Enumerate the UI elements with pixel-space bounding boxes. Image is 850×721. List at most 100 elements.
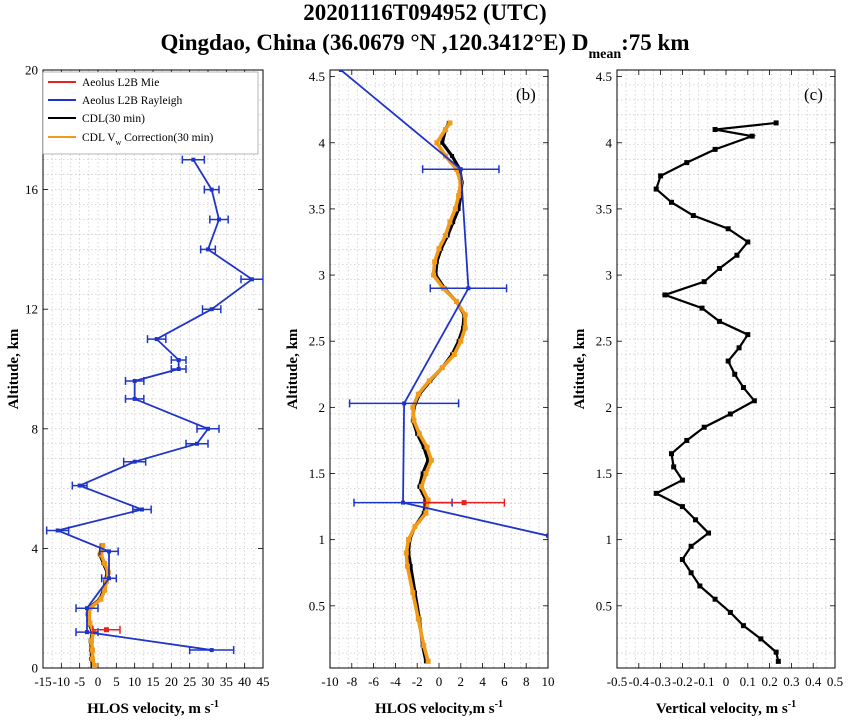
x-tick-label: 0.4 (805, 674, 822, 689)
point-cdl-correction (410, 404, 416, 410)
point-vertical-velocity (758, 636, 764, 642)
point-rayleigh (107, 549, 111, 554)
title-distance: :75 km (621, 30, 689, 55)
point-vertical-velocity (701, 424, 707, 430)
x-tick-label: 35 (220, 674, 233, 689)
x-tick-label: 25 (183, 674, 196, 689)
grid-lines (617, 70, 835, 668)
legend-corr-post: Correction(30 min) (121, 132, 213, 144)
y-tick-label: 3.5 (309, 201, 325, 216)
point-vertical-velocity (725, 226, 731, 232)
point-vertical-velocity (749, 133, 755, 139)
title-subscript: mean (588, 47, 621, 62)
point-vertical-velocity (669, 199, 674, 205)
point-vertical-velocity (699, 305, 705, 311)
point-cdl-correction (415, 616, 421, 622)
point-rayleigh (338, 70, 343, 72)
point-rayleigh (209, 187, 214, 192)
legend-corr-pre: CDL V (82, 132, 116, 144)
point-vertical-velocity (690, 213, 696, 219)
point-vertical-velocity (716, 265, 722, 271)
point-cdl-correction (458, 338, 464, 344)
x-tick-label: -0.5 (607, 674, 628, 689)
point-rayleigh (209, 648, 214, 653)
x-axis-label-text: HLOS velocity,m s (375, 701, 495, 717)
x-tick-label: 30 (202, 674, 215, 689)
legend-item-rayleigh: Aeolus L2B Rayleigh (48, 95, 183, 107)
point-cdl-correction (416, 431, 422, 437)
y-tick-label: 4 (32, 541, 39, 556)
point-vertical-velocity (669, 451, 674, 457)
x-tick-label: 8 (523, 674, 530, 689)
point-mie (103, 627, 109, 633)
figure-title-line1: 20201116T094952 (UTC) (303, 0, 546, 25)
point-vertical-velocity (732, 371, 738, 377)
point-rayleigh (402, 401, 407, 406)
x-tick-label: 5 (113, 674, 120, 689)
point-cdl-correction (423, 510, 429, 516)
plot-area (45, 155, 263, 668)
x-tick-label: 40 (238, 674, 251, 689)
x-tick-label: -8 (346, 674, 357, 689)
point-cdl (426, 458, 431, 463)
point-rayleigh (55, 528, 60, 533)
plot-area (653, 120, 781, 664)
point-vertical-velocity (684, 437, 690, 443)
x-tick-label: 0 (95, 674, 102, 689)
legend-item-cdl: CDL(30 min) (48, 113, 145, 125)
y-tick-label: 12 (25, 302, 38, 317)
x-tick-label: 0 (436, 674, 443, 689)
point-vertical-velocity (725, 358, 731, 364)
x-tick-label: -6 (368, 674, 379, 689)
legend-label-rayleigh: Aeolus L2B Rayleigh (82, 95, 183, 107)
point-cdl (421, 445, 426, 450)
y-tick-label: 2 (319, 400, 326, 415)
point-cdl-correction (425, 658, 431, 664)
point-cdl-correction (415, 391, 421, 397)
point-vertical-velocity (658, 173, 664, 179)
point-rayleigh (458, 167, 463, 172)
point-vertical-velocity (734, 252, 740, 258)
point-rayleigh (107, 576, 111, 581)
y-tick-label: 2.5 (596, 334, 612, 349)
y-tick-label: 16 (25, 182, 39, 197)
point-cdl-correction (98, 596, 104, 602)
y-tick-label: 0 (32, 661, 39, 676)
point-rayleigh (250, 277, 254, 282)
point-cdl (450, 153, 455, 158)
y-tick-label: 1 (606, 532, 613, 547)
series-line-rayleigh (340, 70, 548, 537)
y-tick-label: 4 (319, 135, 326, 150)
point-cdl-correction (87, 620, 93, 626)
x-tick-label: -0.1 (694, 674, 715, 689)
y-tick-label: 0.5 (309, 598, 325, 613)
point-rayleigh (195, 441, 199, 446)
point-cdl-correction (443, 232, 449, 238)
panel-label: (b) (516, 85, 536, 104)
point-cdl-correction (100, 542, 106, 548)
y-tick-label: 3 (319, 268, 326, 283)
point-vertical-velocity (773, 649, 779, 655)
y-tick-label: 4 (606, 135, 613, 150)
point-rayleigh (191, 157, 196, 162)
legend: Aeolus L2B Mie Aeolus L2B Rayleigh CDL(3… (42, 71, 259, 155)
point-cdl (440, 140, 445, 145)
series-line-cdl-correction (404, 121, 467, 662)
panel-label: (c) (804, 85, 823, 104)
point-vertical-velocity (697, 583, 703, 589)
point-cdl-correction (462, 312, 468, 318)
y-tick-label: 1 (319, 532, 326, 547)
point-rayleigh (85, 630, 89, 635)
point-vertical-velocity (712, 127, 718, 133)
point-vertical-velocity (688, 543, 694, 549)
plot-area (338, 70, 548, 664)
point-vertical-velocity (745, 332, 751, 338)
y-axis-label: Altitude, km (285, 328, 301, 409)
point-cdl-correction (424, 444, 430, 450)
point-vertical-velocity (688, 570, 694, 576)
point-cdl-correction (90, 656, 95, 662)
point-cdl-correction (462, 325, 468, 331)
point-cdl-correction (453, 299, 459, 305)
point-cdl (451, 220, 456, 225)
